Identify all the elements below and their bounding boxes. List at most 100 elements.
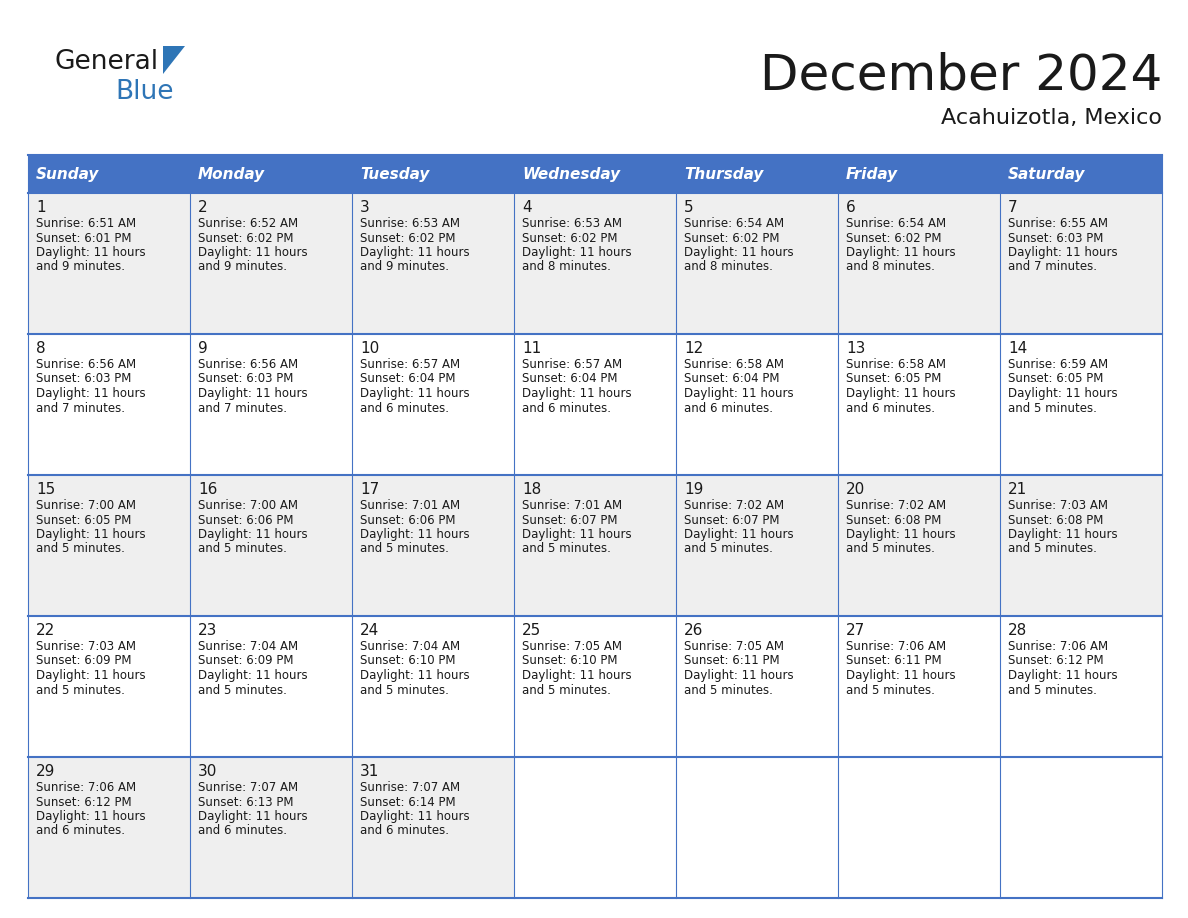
Text: Blue: Blue [115,79,173,105]
Text: Sunrise: 7:06 AM: Sunrise: 7:06 AM [1007,640,1108,653]
Text: Sunset: 6:07 PM: Sunset: 6:07 PM [684,513,779,527]
Text: and 6 minutes.: and 6 minutes. [360,824,449,837]
Bar [352,616,514,757]
Text: Sunrise: 7:07 AM: Sunrise: 7:07 AM [198,781,298,794]
Text: Wednesday: Wednesday [522,166,620,182]
Text: Daylight: 11 hours: Daylight: 11 hours [846,387,955,400]
Text: and 5 minutes.: and 5 minutes. [1007,684,1097,697]
Bar [838,155,1000,193]
Text: 7: 7 [1007,200,1018,215]
Bar [29,193,190,334]
Text: 22: 22 [36,623,56,638]
Text: Daylight: 11 hours: Daylight: 11 hours [522,387,632,400]
Bar [1000,616,1162,757]
Bar [352,193,514,334]
Text: and 6 minutes.: and 6 minutes. [522,401,611,415]
Bar [190,334,352,475]
Text: Daylight: 11 hours: Daylight: 11 hours [846,669,955,682]
Text: Sunset: 6:12 PM: Sunset: 6:12 PM [36,796,132,809]
Text: Sunset: 6:09 PM: Sunset: 6:09 PM [198,655,293,667]
Text: Sunset: 6:03 PM: Sunset: 6:03 PM [1007,231,1104,244]
Text: Daylight: 11 hours: Daylight: 11 hours [36,810,146,823]
Text: Daylight: 11 hours: Daylight: 11 hours [360,669,469,682]
Text: and 5 minutes.: and 5 minutes. [846,543,935,555]
Text: Daylight: 11 hours: Daylight: 11 hours [846,246,955,259]
Text: Sunrise: 6:52 AM: Sunrise: 6:52 AM [198,217,298,230]
Text: and 6 minutes.: and 6 minutes. [846,401,935,415]
Text: Sunrise: 7:01 AM: Sunrise: 7:01 AM [360,499,460,512]
Text: Sunset: 6:02 PM: Sunset: 6:02 PM [846,231,942,244]
Text: Sunrise: 6:56 AM: Sunrise: 6:56 AM [36,358,137,371]
Text: Sunset: 6:14 PM: Sunset: 6:14 PM [360,796,456,809]
Bar [29,334,190,475]
Text: Daylight: 11 hours: Daylight: 11 hours [198,669,308,682]
Text: and 9 minutes.: and 9 minutes. [36,261,125,274]
Text: 21: 21 [1007,482,1028,497]
Text: 4: 4 [522,200,531,215]
Text: 25: 25 [522,623,542,638]
Bar [514,334,676,475]
Bar [838,193,1000,334]
Text: Daylight: 11 hours: Daylight: 11 hours [36,528,146,541]
Bar [190,757,352,898]
Bar [352,155,514,193]
Text: Daylight: 11 hours: Daylight: 11 hours [36,669,146,682]
Text: Sunset: 6:11 PM: Sunset: 6:11 PM [684,655,779,667]
Text: 28: 28 [1007,623,1028,638]
Text: and 5 minutes.: and 5 minutes. [360,684,449,697]
Text: Sunrise: 7:02 AM: Sunrise: 7:02 AM [846,499,946,512]
Bar [514,155,676,193]
Text: Friday: Friday [846,166,898,182]
Text: 20: 20 [846,482,865,497]
Text: Daylight: 11 hours: Daylight: 11 hours [360,810,469,823]
Bar [1000,334,1162,475]
Bar [190,616,352,757]
Text: Sunrise: 6:54 AM: Sunrise: 6:54 AM [846,217,946,230]
Text: Sunset: 6:05 PM: Sunset: 6:05 PM [846,373,941,386]
Text: Daylight: 11 hours: Daylight: 11 hours [198,810,308,823]
Text: Sunset: 6:10 PM: Sunset: 6:10 PM [522,655,618,667]
Text: Sunrise: 7:03 AM: Sunrise: 7:03 AM [36,640,135,653]
Text: and 7 minutes.: and 7 minutes. [1007,261,1097,274]
Text: Tuesday: Tuesday [360,166,430,182]
Text: Sunset: 6:02 PM: Sunset: 6:02 PM [360,231,455,244]
Text: Sunrise: 6:53 AM: Sunrise: 6:53 AM [360,217,460,230]
Text: Sunset: 6:02 PM: Sunset: 6:02 PM [684,231,779,244]
Text: Saturday: Saturday [1009,166,1086,182]
Text: and 5 minutes.: and 5 minutes. [36,543,125,555]
Text: and 5 minutes.: and 5 minutes. [1007,401,1097,415]
Text: Sunrise: 6:57 AM: Sunrise: 6:57 AM [522,358,623,371]
Text: Daylight: 11 hours: Daylight: 11 hours [198,528,308,541]
Text: 10: 10 [360,341,379,356]
Text: 17: 17 [360,482,379,497]
Text: Sunset: 6:05 PM: Sunset: 6:05 PM [1007,373,1104,386]
Bar [1000,475,1162,616]
Text: Sunset: 6:03 PM: Sunset: 6:03 PM [36,373,132,386]
Bar [1000,155,1162,193]
Text: Sunset: 6:05 PM: Sunset: 6:05 PM [36,513,132,527]
Text: 15: 15 [36,482,56,497]
Text: Sunrise: 7:04 AM: Sunrise: 7:04 AM [198,640,298,653]
Text: Sunset: 6:07 PM: Sunset: 6:07 PM [522,513,618,527]
Text: and 5 minutes.: and 5 minutes. [36,684,125,697]
Text: 16: 16 [198,482,217,497]
Bar [29,155,190,193]
Text: Monday: Monday [198,166,265,182]
Text: and 5 minutes.: and 5 minutes. [684,684,773,697]
Text: 3: 3 [360,200,369,215]
Text: and 7 minutes.: and 7 minutes. [36,401,125,415]
Text: 1: 1 [36,200,45,215]
Text: Sunrise: 7:01 AM: Sunrise: 7:01 AM [522,499,623,512]
Text: Daylight: 11 hours: Daylight: 11 hours [846,528,955,541]
Text: 19: 19 [684,482,703,497]
Text: Sunrise: 7:03 AM: Sunrise: 7:03 AM [1007,499,1108,512]
Text: Sunset: 6:12 PM: Sunset: 6:12 PM [1007,655,1104,667]
Text: Daylight: 11 hours: Daylight: 11 hours [684,669,794,682]
Text: Sunset: 6:01 PM: Sunset: 6:01 PM [36,231,132,244]
Text: 13: 13 [846,341,865,356]
Text: and 5 minutes.: and 5 minutes. [522,684,611,697]
Text: Daylight: 11 hours: Daylight: 11 hours [360,246,469,259]
Text: Daylight: 11 hours: Daylight: 11 hours [1007,246,1118,259]
Text: 30: 30 [198,764,217,779]
Text: 12: 12 [684,341,703,356]
